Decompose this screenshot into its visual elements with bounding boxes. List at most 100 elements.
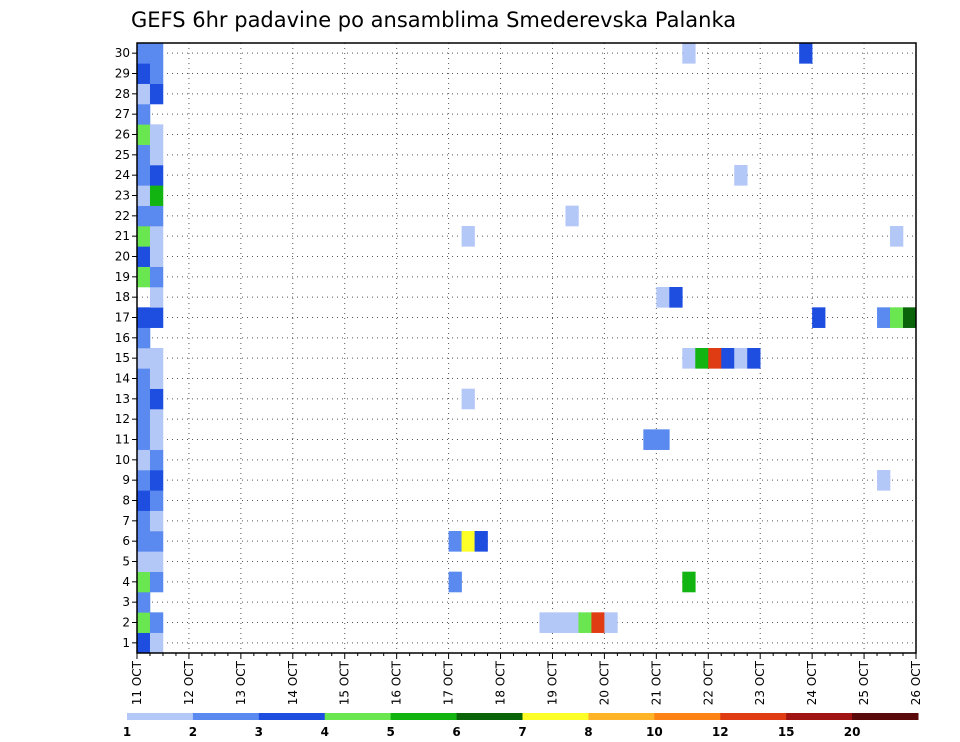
heatmap-cell xyxy=(137,185,151,206)
heatmap-cell xyxy=(137,348,151,369)
heatmap-cell xyxy=(552,612,566,633)
colorbar-label: 10 xyxy=(646,725,663,739)
heatmap-cell xyxy=(539,612,553,633)
colorbar-label: 1 xyxy=(123,725,131,739)
heatmap-cell xyxy=(149,165,164,186)
heatmap-cell xyxy=(721,348,735,369)
heatmap-cell xyxy=(149,632,164,654)
heatmap-cell xyxy=(461,226,475,247)
heatmap-cell xyxy=(137,63,151,84)
y-axis: 1234567891011121314151617181920212223242… xyxy=(115,46,137,650)
heatmap-cell xyxy=(137,144,151,166)
heatmap-cell xyxy=(149,470,164,491)
y-tick-label: 7 xyxy=(122,514,130,528)
heatmap-cell xyxy=(708,348,722,369)
heatmap-cell xyxy=(149,185,164,206)
heatmap-cell xyxy=(890,226,904,247)
colorbar-swatch xyxy=(852,713,919,720)
heatmap-cell xyxy=(149,226,164,247)
colorbar-label: 4 xyxy=(321,725,329,739)
x-tick-label: 21 OCT xyxy=(649,660,663,705)
colorbar-swatch xyxy=(192,713,260,720)
x-tick-label: 22 OCT xyxy=(701,660,715,705)
heatmap-cell xyxy=(734,348,748,369)
colorbar-swatch xyxy=(654,713,721,720)
y-tick-label: 16 xyxy=(115,331,130,345)
x-tick-label: 20 OCT xyxy=(597,660,611,705)
y-tick-label: 1 xyxy=(122,636,130,650)
y-tick-label: 27 xyxy=(115,107,130,121)
y-tick-label: 11 xyxy=(115,433,130,447)
heatmap-cell xyxy=(137,388,151,410)
heatmap-cell xyxy=(137,470,151,491)
heatmap-cell xyxy=(137,307,151,328)
y-tick-label: 6 xyxy=(122,534,130,548)
y-tick-label: 25 xyxy=(115,148,130,162)
heatmap-cell xyxy=(149,266,164,288)
heatmap-cell xyxy=(137,226,151,247)
heatmap-cell xyxy=(565,205,579,227)
heatmap-cell xyxy=(137,327,151,349)
grid-lines xyxy=(136,43,917,653)
colorbar-swatch xyxy=(258,713,326,720)
x-tick-label: 17 OCT xyxy=(442,660,456,705)
y-tick-label: 21 xyxy=(115,229,130,243)
heatmap-cell xyxy=(149,429,164,450)
heatmap-cell xyxy=(682,348,696,369)
heatmap-cell xyxy=(149,449,164,471)
y-tick-label: 2 xyxy=(122,616,130,630)
colorbar-label: 20 xyxy=(844,725,861,739)
y-tick-label: 3 xyxy=(122,595,130,609)
colorbar-swatch xyxy=(720,713,787,720)
heatmap-cell xyxy=(137,409,151,430)
x-tick-label: 24 OCT xyxy=(805,660,819,705)
heatmap-cell xyxy=(149,348,164,369)
heatmap-cell xyxy=(149,43,164,64)
heatmap-cell xyxy=(682,571,696,593)
x-tick-label: 15 OCT xyxy=(338,660,352,705)
heatmap-cell xyxy=(137,592,151,613)
heatmap-cell xyxy=(149,571,164,593)
y-tick-label: 15 xyxy=(115,351,130,365)
heatmap-cell xyxy=(643,429,657,450)
y-tick-label: 18 xyxy=(115,290,130,304)
heatmap-cell xyxy=(137,551,151,572)
colorbar-label: 8 xyxy=(584,725,592,739)
heatmap-cell xyxy=(137,632,151,654)
colorbar-label: 3 xyxy=(255,725,263,739)
heatmap-cell xyxy=(137,429,151,450)
x-tick-label: 26 OCT xyxy=(909,660,923,705)
heatmap-cell xyxy=(149,409,164,430)
x-tick-label: 12 OCT xyxy=(182,660,196,705)
colorbar-label: 7 xyxy=(518,725,526,739)
colorbar-swatch xyxy=(786,713,853,720)
heatmap-cell xyxy=(890,307,904,328)
heatmap-cell xyxy=(137,43,151,64)
colorbar-label: 12 xyxy=(712,725,729,739)
colorbar-swatch xyxy=(127,713,194,720)
y-tick-label: 22 xyxy=(115,209,130,223)
heatmap-cell xyxy=(799,43,813,64)
heatmap-cells xyxy=(137,43,917,654)
colorbar-swatch xyxy=(390,713,458,720)
heatmap-cell xyxy=(149,63,164,84)
heatmap-cell xyxy=(137,266,151,288)
x-tick-label: 23 OCT xyxy=(753,660,767,705)
y-tick-label: 20 xyxy=(115,250,130,264)
heatmap-cell xyxy=(149,246,164,267)
heatmap-cell xyxy=(137,571,151,593)
heatmap-cell xyxy=(669,287,683,308)
heatmap-cell xyxy=(578,612,592,633)
heatmap-cell xyxy=(137,531,151,552)
y-tick-label: 14 xyxy=(115,372,130,386)
heatmap-cell xyxy=(747,348,761,369)
x-tick-label: 19 OCT xyxy=(545,660,559,705)
heatmap-cell xyxy=(137,368,151,389)
heatmap-cell xyxy=(149,144,164,166)
heatmap-cell xyxy=(461,531,475,552)
heatmap-cell xyxy=(149,368,164,389)
y-tick-label: 28 xyxy=(115,87,130,101)
heatmap-cell xyxy=(448,531,462,552)
heatmap-cell xyxy=(137,205,151,227)
